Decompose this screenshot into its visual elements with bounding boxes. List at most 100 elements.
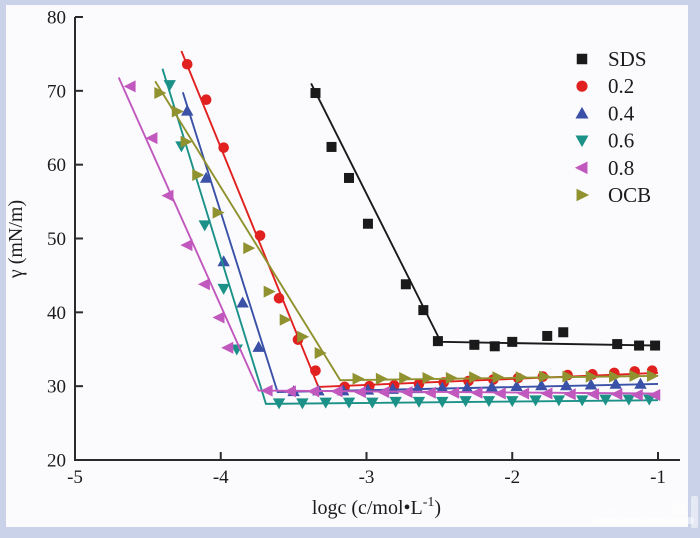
data-point xyxy=(272,398,286,410)
legend-marker xyxy=(576,80,588,92)
marker-triangle-down xyxy=(643,394,656,406)
marker-triangle-left xyxy=(540,387,553,400)
marker-triangle-down xyxy=(622,394,636,406)
marker-triangle-left xyxy=(377,386,390,399)
marker-square xyxy=(612,339,623,350)
data-point xyxy=(612,339,623,350)
x-axis-label: logc (c/mol•L-1) xyxy=(312,495,441,519)
marker-triangle-up xyxy=(510,379,523,391)
x-tick-label: -1 xyxy=(650,467,666,488)
data-point xyxy=(375,372,388,385)
figure-background xyxy=(6,5,688,527)
marker-triangle-right xyxy=(646,369,659,382)
marker-triangle-down xyxy=(459,396,472,408)
marker-triangle-right xyxy=(192,169,205,182)
x-tick-label: -5 xyxy=(67,467,83,488)
legend-item-0.4: 0.4 xyxy=(575,101,635,125)
data-point xyxy=(362,218,373,229)
data-point xyxy=(459,396,472,408)
data-point xyxy=(236,296,249,308)
marker-triangle-right xyxy=(375,372,388,385)
legend-item-OCB: OCB xyxy=(576,183,651,207)
marker-triangle-down xyxy=(366,397,379,409)
marker-circle xyxy=(273,293,285,304)
data-point xyxy=(517,387,530,400)
legend-marker xyxy=(575,135,589,148)
data-point xyxy=(559,379,573,391)
data-point xyxy=(366,397,379,409)
data-point xyxy=(634,340,645,351)
marker-triangle-right xyxy=(180,135,193,148)
marker-triangle-right xyxy=(314,346,327,359)
legend-item-0.2: 0.2 xyxy=(576,74,634,98)
x-tick-label: -3 xyxy=(359,467,375,488)
data-point xyxy=(469,339,480,350)
data-point xyxy=(489,341,500,352)
marker-triangle-down xyxy=(412,396,426,408)
data-point xyxy=(198,220,211,232)
marker-triangle-up xyxy=(485,380,499,392)
marker-square xyxy=(326,141,337,152)
marker-triangle-right xyxy=(422,372,435,385)
marker-triangle-left xyxy=(470,386,483,399)
marker-triangle-down xyxy=(319,397,332,409)
marker-triangle-down xyxy=(576,395,589,407)
data-point xyxy=(515,371,528,384)
data-point xyxy=(432,336,443,347)
y-tick-label: 40 xyxy=(47,303,66,324)
data-point xyxy=(192,169,205,182)
data-point xyxy=(243,242,256,255)
series-line xyxy=(154,80,659,382)
legend-label: 0.8 xyxy=(608,156,634,180)
marker-square xyxy=(489,341,500,352)
marker-triangle-down xyxy=(342,397,356,409)
data-point xyxy=(510,379,523,391)
data-point xyxy=(212,206,225,219)
data-point xyxy=(330,385,343,398)
data-point xyxy=(217,255,230,267)
series-line xyxy=(161,68,659,405)
data-point xyxy=(181,104,194,116)
watermark xyxy=(592,496,698,528)
data-point xyxy=(212,311,225,324)
marker-circle xyxy=(200,94,212,105)
y-tick-label: 60 xyxy=(47,155,66,176)
data-point xyxy=(643,394,656,406)
data-point xyxy=(436,381,449,393)
marker-triangle-right xyxy=(609,370,622,383)
y-tick-label: 70 xyxy=(47,81,66,102)
data-point xyxy=(411,382,424,394)
x-tick-label: -2 xyxy=(504,467,520,488)
marker-triangle-up xyxy=(584,378,598,390)
marker-triangle-up xyxy=(252,340,265,352)
marker-circle xyxy=(218,142,229,153)
data-point xyxy=(400,279,411,290)
data-point xyxy=(314,346,327,359)
marker-triangle-left xyxy=(447,386,460,399)
data-point xyxy=(485,380,499,392)
marker-triangle-right xyxy=(445,372,458,385)
data-point xyxy=(634,377,647,389)
data-point xyxy=(610,388,623,401)
data-point xyxy=(283,385,296,398)
marker-square xyxy=(650,340,661,351)
marker-triangle-right xyxy=(243,242,256,255)
data-point xyxy=(154,87,167,100)
data-point xyxy=(412,396,426,408)
series-line xyxy=(310,83,659,347)
data-point xyxy=(273,293,285,304)
marker-triangle-up xyxy=(634,377,647,389)
data-point xyxy=(260,384,273,397)
data-point xyxy=(180,135,193,148)
marker-triangle-left xyxy=(400,386,413,399)
marker-triangle-left xyxy=(563,388,576,401)
data-point xyxy=(558,327,569,338)
data-point xyxy=(535,379,548,391)
series-OCB xyxy=(154,80,659,385)
data-point xyxy=(199,171,213,183)
data-point xyxy=(171,105,184,118)
data-point xyxy=(422,372,435,385)
y-tick-label: 30 xyxy=(47,377,66,398)
marker-triangle-right xyxy=(629,369,642,382)
data-point xyxy=(529,395,542,407)
